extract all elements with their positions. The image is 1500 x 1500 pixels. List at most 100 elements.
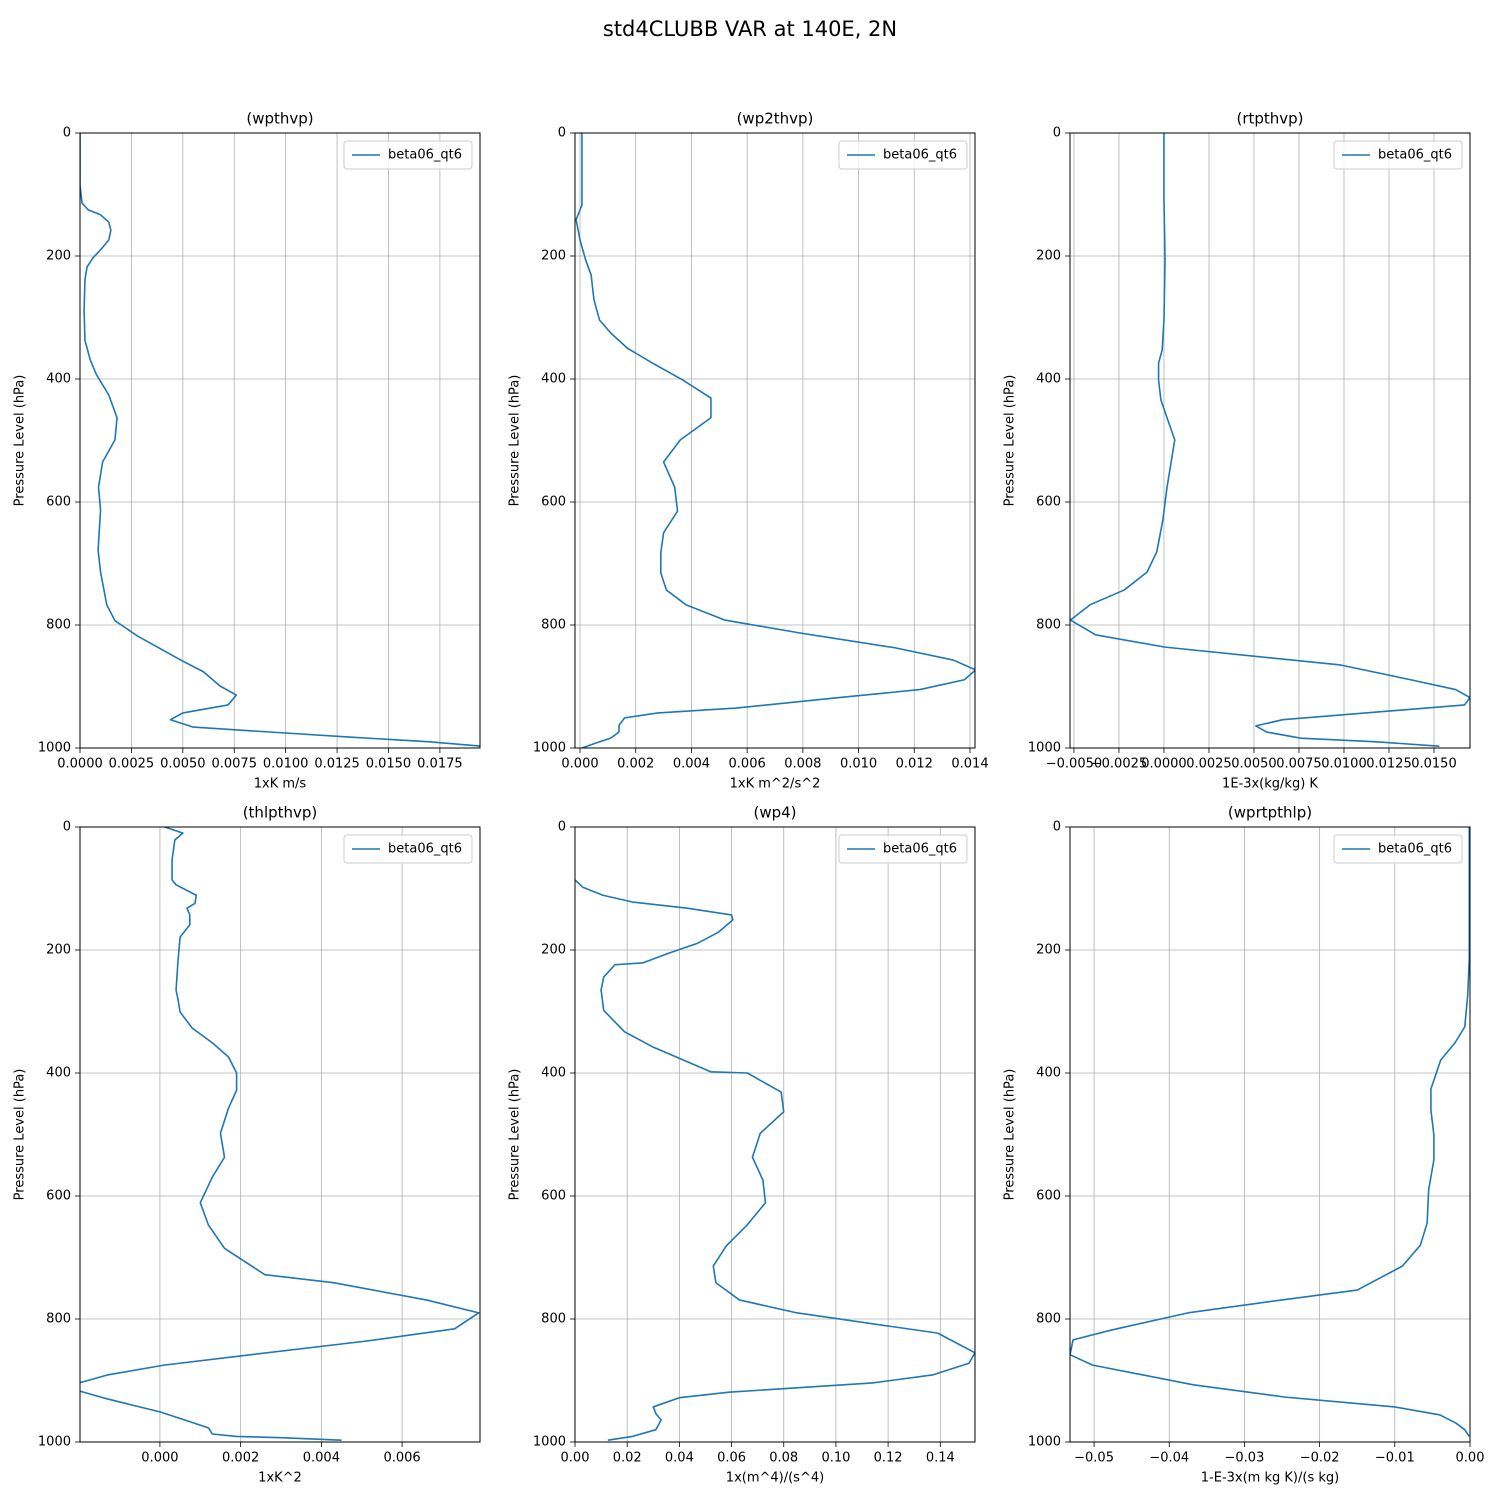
y-tick-label: 600	[541, 495, 566, 510]
series-group	[575, 133, 975, 748]
x-tick-label: 0.12	[874, 1451, 903, 1466]
y-tick-label: 0	[558, 820, 566, 835]
legend-label: beta06_qt6	[388, 148, 462, 163]
axes-frame	[1069, 132, 1471, 749]
series-line	[80, 827, 480, 1441]
y-tick-label: 200	[1036, 249, 1061, 264]
legend-box	[838, 834, 968, 864]
y-tick-label: 600	[46, 495, 71, 510]
y-tick-label: 0	[1053, 820, 1061, 835]
x-tick-label: 0.0000	[57, 757, 103, 772]
legend-box	[838, 140, 968, 170]
y-tick-label: 200	[46, 249, 71, 264]
y-tick-label: 1000	[1028, 1435, 1061, 1450]
y-tick-label: 600	[541, 1189, 566, 1204]
axes-frame	[574, 132, 976, 749]
x-tick-label: −0.0025	[1091, 757, 1147, 772]
legend-box	[1333, 140, 1463, 170]
legend-label: beta06_qt6	[883, 148, 957, 163]
series-group	[1070, 827, 1470, 1437]
figure-title: std4CLUBB VAR at 140E, 2N	[603, 17, 897, 41]
x-tick-label: 0.008	[784, 757, 821, 772]
y-tick-label: 0	[63, 126, 71, 141]
x-tick-label: −0.02	[1300, 1451, 1340, 1466]
subplot-title: (wp4)	[753, 804, 796, 822]
series-line	[1070, 133, 1470, 747]
legend-box	[1333, 834, 1463, 864]
x-tick-label: −0.0050	[1046, 757, 1102, 772]
x-tick-label: 0.08	[769, 1451, 798, 1466]
y-tick-label: 800	[1036, 618, 1061, 633]
x-axis-label: 1x(m^4)/(s^4)	[726, 1471, 824, 1486]
y-tick-label: 0	[558, 126, 566, 141]
plot-area	[1070, 133, 1470, 748]
subplot-title: (wprtpthlp)	[1228, 804, 1312, 822]
x-tick-label: 0.006	[383, 1451, 420, 1466]
y-tick-label: 400	[541, 372, 566, 387]
y-tick-label: 800	[541, 1312, 566, 1327]
y-tick-label: 0	[63, 820, 71, 835]
y-tick-label: 800	[46, 618, 71, 633]
series-line	[80, 133, 480, 747]
y-tick-label: 1000	[38, 741, 71, 756]
x-tick-label: 0.000	[561, 757, 598, 772]
y-tick-label: 1000	[533, 1435, 566, 1450]
x-tick-label: 0.002	[222, 1451, 259, 1466]
x-tick-label: 0.00	[561, 1451, 590, 1466]
legend-box	[343, 140, 473, 170]
x-tick-label: −0.04	[1149, 1451, 1189, 1466]
subplot-title: (rtpthvp)	[1236, 110, 1303, 128]
y-tick-label: 200	[541, 943, 566, 958]
legend-label: beta06_qt6	[1378, 842, 1452, 857]
x-tick-label: 0.0025	[109, 757, 155, 772]
x-tick-label: 0.002	[617, 757, 654, 772]
x-tick-label: 0.0150	[366, 757, 412, 772]
y-axis-label: Pressure Level (hPa)	[508, 375, 523, 507]
x-tick-label: 0.004	[673, 757, 710, 772]
subplot-title: (wpthvp)	[246, 110, 313, 128]
subplot: 0.0000 0.0025 0.0050 0.0075 0.0100 0.0125 0.01…	[13, 110, 481, 792]
plot-area	[575, 827, 975, 1442]
x-tick-label: 0.0050	[1231, 757, 1277, 772]
y-axis-label: Pressure Level (hPa)	[1003, 375, 1018, 507]
y-tick-label: 600	[1036, 495, 1061, 510]
y-tick-label: 200	[541, 249, 566, 264]
x-axis-label: 1E-3x(kg/kg) K	[1222, 777, 1318, 792]
x-axis-label: 1-E-3x(m kg K)/(s kg)	[1201, 1471, 1339, 1486]
axes-frame	[1069, 826, 1471, 1443]
y-tick-label: 400	[1036, 1066, 1061, 1081]
y-tick-label: 1000	[1028, 741, 1061, 756]
x-tick-label: 0.0150	[1411, 757, 1457, 772]
x-tick-label: 0.0075	[211, 757, 257, 772]
x-tick-label: 0.04	[665, 1451, 694, 1466]
series-line	[575, 133, 975, 748]
legend-label: beta06_qt6	[388, 842, 462, 857]
legend-label: beta06_qt6	[883, 842, 957, 857]
y-tick-label: 600	[46, 1189, 71, 1204]
subplot: 0.000 0.002 0.004 0.006 0 200 400 600 800 1000 (th…	[13, 804, 481, 1486]
series-group	[1070, 133, 1470, 747]
y-tick-label: 400	[46, 372, 71, 387]
x-axis-label: 1xK m/s	[254, 777, 307, 792]
x-tick-label: 0.0100	[263, 757, 309, 772]
x-tick-label: 0.006	[729, 757, 766, 772]
y-tick-label: 800	[1036, 1312, 1061, 1327]
x-tick-label: 0.0050	[160, 757, 206, 772]
x-tick-label: 0.02	[613, 1451, 642, 1466]
y-axis-label: Pressure Level (hPa)	[508, 1069, 523, 1201]
x-tick-label: 0.0100	[1321, 757, 1367, 772]
series-line	[575, 879, 975, 1441]
x-tick-label: 0.0125	[314, 757, 360, 772]
x-tick-label: 0.00	[1456, 1451, 1485, 1466]
x-tick-label: 0.06	[717, 1451, 746, 1466]
x-tick-label: 0.0025	[1186, 757, 1232, 772]
y-tick-label: 800	[541, 618, 566, 633]
series-group	[80, 133, 480, 747]
x-tick-label: 0.0075	[1276, 757, 1322, 772]
legend-box	[343, 834, 473, 864]
axes-frame	[79, 826, 481, 1443]
y-axis-label: Pressure Level (hPa)	[1003, 1069, 1018, 1201]
plot-area	[80, 827, 480, 1442]
